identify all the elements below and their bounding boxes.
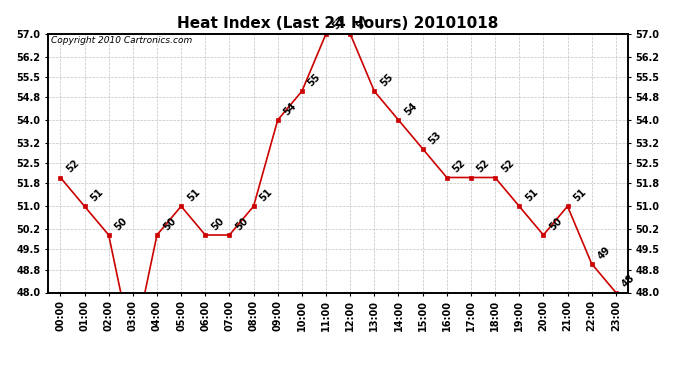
Text: 51: 51 (258, 187, 275, 204)
Text: 52: 52 (65, 158, 81, 175)
Text: 50: 50 (234, 216, 250, 232)
Text: 57: 57 (331, 14, 347, 31)
Text: 55: 55 (306, 72, 323, 88)
Text: 50: 50 (548, 216, 564, 232)
Text: 52: 52 (475, 158, 492, 175)
Text: 50: 50 (161, 216, 178, 232)
Text: 51: 51 (186, 187, 202, 204)
Text: 52: 52 (451, 158, 468, 175)
Text: 49: 49 (596, 244, 613, 261)
Text: 55: 55 (379, 72, 395, 88)
Text: 46: 46 (0, 374, 1, 375)
Text: Copyright 2010 Cartronics.com: Copyright 2010 Cartronics.com (51, 36, 193, 45)
Text: 51: 51 (572, 187, 589, 204)
Text: 48: 48 (620, 273, 637, 290)
Text: 50: 50 (210, 216, 226, 232)
Text: 51: 51 (524, 187, 540, 204)
Text: 51: 51 (89, 187, 106, 204)
Text: 53: 53 (427, 129, 444, 146)
Text: 50: 50 (113, 216, 130, 232)
Text: 52: 52 (500, 158, 516, 175)
Text: 54: 54 (403, 100, 420, 117)
Title: Heat Index (Last 24 Hours) 20101018: Heat Index (Last 24 Hours) 20101018 (177, 16, 499, 31)
Text: 54: 54 (282, 100, 299, 117)
Text: 57: 57 (355, 14, 371, 31)
